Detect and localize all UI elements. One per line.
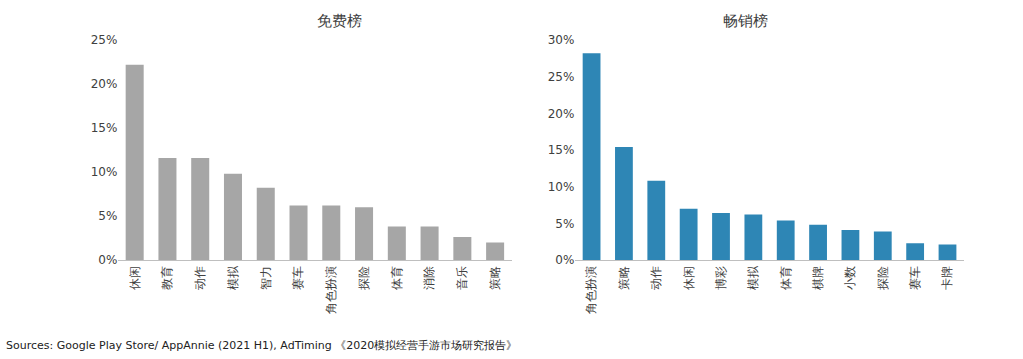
svg-text:策略: 策略 <box>488 266 502 290</box>
svg-text:动作: 动作 <box>193 266 207 290</box>
svg-text:智力: 智力 <box>259 266 273 290</box>
svg-text:博彩: 博彩 <box>714 266 728 290</box>
svg-text:棋牌: 棋牌 <box>811 266 825 290</box>
svg-text:休闲: 休闲 <box>128 266 142 290</box>
svg-text:15%: 15% <box>548 143 575 157</box>
svg-text:15%: 15% <box>91 121 118 135</box>
svg-text:体育: 体育 <box>390 266 404 290</box>
svg-text:模拟: 模拟 <box>226 265 240 290</box>
svg-text:25%: 25% <box>548 70 575 84</box>
svg-text:角色扮演: 角色扮演 <box>584 266 598 314</box>
svg-text:模拟: 模拟 <box>746 265 760 290</box>
svg-text:20%: 20% <box>548 107 575 121</box>
svg-text:音乐: 音乐 <box>455 266 469 290</box>
svg-text:卡牌: 卡牌 <box>940 266 954 290</box>
svg-text:小数: 小数 <box>843 266 857 290</box>
svg-text:赛车: 赛车 <box>291 266 305 290</box>
svg-text:策略: 策略 <box>617 266 631 290</box>
svg-text:5%: 5% <box>555 217 574 231</box>
svg-text:消除: 消除 <box>422 266 436 290</box>
svg-text:0%: 0% <box>98 253 117 267</box>
svg-text:5%: 5% <box>98 209 117 223</box>
svg-text:25%: 25% <box>91 33 118 47</box>
html-text:Sources: Google Play Store/ Ap: Sources: Google Play Store/ AppAnnie (20… <box>6 339 518 352</box>
svg-text:角色扮演: 角色扮演 <box>324 266 338 314</box>
svg-text:赛车: 赛车 <box>908 266 922 290</box>
svg-text:10%: 10% <box>91 165 118 179</box>
svg-text:畅销榜: 畅销榜 <box>723 12 768 30</box>
svg-text:教育: 教育 <box>160 266 174 290</box>
svg-text:20%: 20% <box>91 77 118 91</box>
svg-text:休闲: 休闲 <box>682 266 696 290</box>
svg-text:10%: 10% <box>548 180 575 194</box>
svg-text:探险: 探险 <box>357 266 371 290</box>
svg-text:0%: 0% <box>555 253 574 267</box>
svg-text:30%: 30% <box>548 33 575 47</box>
svg-text:探险: 探险 <box>876 266 890 290</box>
svg-text:体育: 体育 <box>779 266 793 290</box>
svg-text:免费榜: 免费榜 <box>317 12 362 30</box>
svg-text:动作: 动作 <box>649 266 663 290</box>
